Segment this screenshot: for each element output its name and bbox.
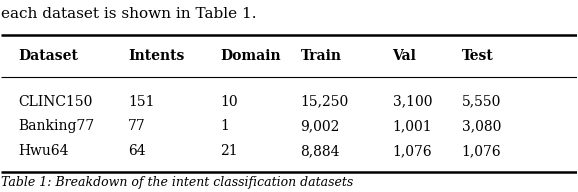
- Text: 64: 64: [128, 144, 146, 158]
- Text: 1,076: 1,076: [392, 144, 432, 158]
- Text: 5,550: 5,550: [462, 95, 501, 109]
- Text: Dataset: Dataset: [18, 49, 79, 63]
- Text: each dataset is shown in Table 1.: each dataset is shown in Table 1.: [1, 7, 257, 21]
- Text: 1,001: 1,001: [392, 119, 432, 133]
- Text: 9,002: 9,002: [301, 119, 340, 133]
- Text: 77: 77: [128, 119, 146, 133]
- Text: 151: 151: [128, 95, 154, 109]
- Text: 21: 21: [220, 144, 238, 158]
- Text: 3,100: 3,100: [392, 95, 432, 109]
- Text: Train: Train: [301, 49, 342, 63]
- Text: Test: Test: [462, 49, 493, 63]
- Text: 3,080: 3,080: [462, 119, 501, 133]
- Text: Domain: Domain: [220, 49, 280, 63]
- Text: Val: Val: [392, 49, 416, 63]
- Text: Intents: Intents: [128, 49, 184, 63]
- Text: 1: 1: [220, 119, 229, 133]
- Text: Hwu64: Hwu64: [18, 144, 69, 158]
- Text: 8,884: 8,884: [301, 144, 340, 158]
- Text: 1,076: 1,076: [462, 144, 501, 158]
- Text: 15,250: 15,250: [301, 95, 349, 109]
- Text: 10: 10: [220, 95, 238, 109]
- Text: Banking77: Banking77: [18, 119, 95, 133]
- Text: Table 1: Breakdown of the intent classification datasets: Table 1: Breakdown of the intent classif…: [1, 176, 354, 189]
- Text: CLINC150: CLINC150: [18, 95, 93, 109]
